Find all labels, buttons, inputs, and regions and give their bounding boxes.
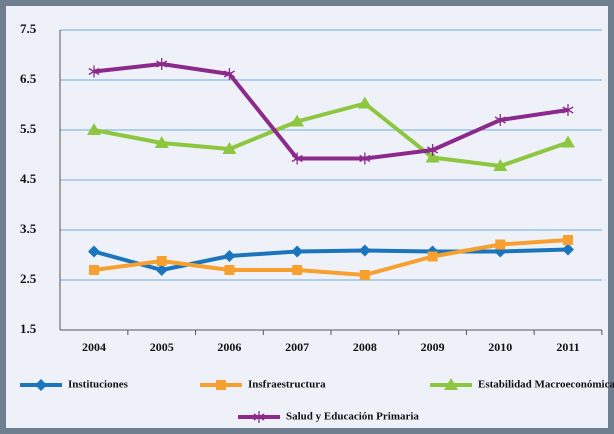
point	[156, 58, 168, 70]
series-line	[93, 247, 569, 272]
series-line	[93, 101, 569, 168]
legend-marker	[35, 379, 47, 391]
point	[561, 135, 575, 148]
legend-label: Insfraestructura	[248, 379, 326, 391]
point	[223, 68, 235, 80]
point	[88, 245, 100, 258]
y-tick-label: 6.5	[20, 71, 37, 86]
legend-marker	[216, 380, 226, 390]
point	[562, 104, 574, 116]
point	[290, 114, 305, 127]
x-tick-label: 2010	[488, 340, 512, 354]
point	[563, 235, 573, 245]
point	[358, 244, 371, 257]
point	[359, 152, 371, 165]
point	[224, 265, 235, 275]
point	[292, 265, 303, 275]
series-line	[93, 238, 569, 277]
y-tick-label: 1.5	[20, 321, 37, 336]
y-tick-label: 2.5	[20, 271, 37, 286]
y-tick-label: 7.5	[20, 21, 37, 36]
legend-label: Salud y Educación Primaria	[286, 411, 419, 423]
y-tick-label: 5.5	[20, 121, 37, 136]
y-tick-label: 3.5	[20, 221, 37, 236]
legend-marker	[253, 411, 265, 423]
y-tick-label: 4.5	[20, 171, 37, 186]
point	[156, 256, 167, 266]
point	[357, 96, 372, 109]
point	[562, 243, 574, 256]
x-tick-label: 2009	[421, 340, 445, 354]
point	[427, 144, 439, 156]
legend-label: Instituciones	[68, 379, 129, 391]
point	[291, 245, 304, 258]
point	[425, 150, 440, 163]
point	[155, 264, 168, 276]
point	[359, 270, 370, 280]
point	[222, 142, 237, 154]
point	[88, 65, 100, 78]
point	[154, 136, 169, 148]
x-tick-label: 2006	[217, 340, 241, 354]
point	[427, 251, 438, 262]
x-tick-label: 2005	[150, 340, 174, 354]
series-line	[93, 62, 569, 161]
x-tick-label: 2008	[353, 340, 377, 354]
point	[291, 152, 303, 165]
x-tick-label: 2007	[285, 340, 309, 354]
point	[495, 239, 506, 250]
point	[494, 114, 506, 126]
legend-marker	[444, 378, 458, 390]
x-tick-label: 2004	[82, 340, 106, 354]
point	[89, 265, 99, 275]
point	[223, 250, 236, 262]
legend-label: Estabilidad Macroeconómica	[478, 379, 614, 391]
point	[493, 159, 508, 171]
point	[87, 123, 101, 135]
x-tick-label: 2011	[556, 340, 579, 354]
